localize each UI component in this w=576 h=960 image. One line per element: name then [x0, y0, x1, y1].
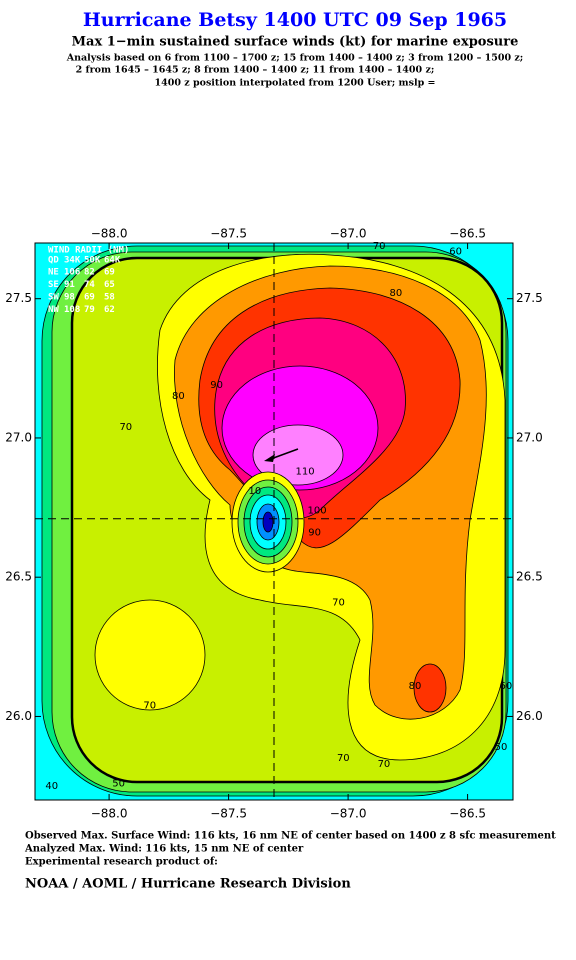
wind-radii-cell: 82 [84, 268, 95, 278]
wind-radii-header: 34K [64, 256, 81, 266]
contour-label: 10 [249, 486, 262, 497]
x-tick-label: −88.0 [91, 807, 128, 821]
fill-115 [252, 424, 344, 486]
marks: 70 60 80 90 80 70 110 100 90 10 70 70 70 70 80 60 50 50 40… [35, 241, 513, 800]
wind-radii-header: QD [48, 256, 59, 266]
fill-90 [413, 663, 447, 713]
contour-label: 90 [308, 528, 321, 539]
x-tick-label: −87.5 [210, 227, 247, 241]
footer: Experimental research product of: [25, 857, 218, 868]
wind-radii-cell: 58 [104, 293, 115, 303]
wind-radii-title: WIND RADII (NM) [48, 246, 129, 256]
wind-radii-cell: 79 [84, 305, 95, 315]
wind-radii-header: 50K [84, 256, 101, 266]
fill-70 [94, 599, 206, 711]
x-tick-label: −86.5 [449, 227, 486, 241]
x-tick-label: −87.5 [210, 807, 247, 821]
contour-label: 70 [337, 753, 350, 764]
x-tick-label: −86.5 [449, 807, 486, 821]
wind-radii-cell: NE [48, 268, 59, 278]
contour-label: 70 [143, 700, 156, 711]
y-tick-label: 26.0 [516, 709, 543, 723]
wind-radii-cell: SE [48, 280, 59, 290]
x-tick-label: −87.0 [330, 807, 367, 821]
contour-label: 70 [373, 241, 386, 252]
chart-title: Hurricane Betsy 1400 UTC 09 Sep 1965 [83, 9, 507, 31]
contour-label: 50 [112, 778, 125, 789]
contour-label: 50 [495, 742, 508, 753]
wind-radii-cell: 108 [64, 305, 80, 315]
wind-radii-cell: NW [48, 305, 59, 315]
motion-arrowhead [264, 454, 275, 462]
wind-radii-cell: 74 [84, 280, 95, 290]
wind-radii-cell: 98 [64, 293, 75, 303]
note: 2 from 1645 – 1645 z; 8 from 1400 – 1400… [76, 65, 435, 76]
chart-subtitle: Max 1−min sustained surface winds (kt) f… [72, 35, 519, 50]
wind-radii-cell: 69 [84, 293, 95, 303]
y-tick-label: 27.0 [5, 430, 32, 444]
footer: Analyzed Max. Wind: 116 kts, 15 nm NE of… [24, 844, 304, 855]
x-tick-label: −87.0 [330, 227, 367, 241]
credit: NOAA / AOML / Hurricane Research Divisio… [25, 877, 351, 892]
wind-radii: WIND RADII (NM) [48, 246, 129, 256]
y-tick-label: 26.5 [516, 570, 543, 584]
wind-radii-header: 64K [104, 256, 121, 266]
contour-label: 60 [499, 681, 512, 692]
contour-label: 90 [210, 380, 223, 391]
x-tick-label: −88.0 [91, 227, 128, 241]
wind-radii-cell: 62 [104, 305, 115, 315]
contour-label: 60 [449, 246, 462, 257]
contour-label: 40 [45, 781, 58, 792]
contour-label: 70 [119, 422, 132, 433]
contour-field [35, 243, 513, 800]
contour-label: 80 [390, 288, 403, 299]
wind-radii-cell: SW [48, 293, 59, 303]
wind-radii-cell: 106 [64, 268, 80, 278]
wind-radii-cell: 65 [104, 280, 115, 290]
footer: Observed Max. Surface Wind: 116 kts, 16 … [25, 831, 556, 842]
y-tick-label: 27.0 [516, 430, 543, 444]
contour-label: 100 [307, 505, 326, 516]
wind-radii-cell: 69 [104, 268, 115, 278]
note: 1400 z position interpolated from 1200 U… [155, 78, 436, 89]
y-tick-label: 26.0 [5, 709, 32, 723]
note: Analysis based on 6 from 1100 – 1700 z; … [66, 53, 524, 64]
contour-label: 70 [332, 597, 345, 608]
y-tick-label: 27.5 [5, 291, 32, 305]
y-tick-label: 27.5 [516, 291, 543, 305]
y-tick-label: 26.5 [5, 570, 32, 584]
eye-core [262, 511, 274, 533]
contour-label: 110 [296, 466, 315, 477]
contour-label: 70 [378, 759, 391, 770]
plot-frame [34, 242, 514, 801]
contour-label: 80 [409, 681, 422, 692]
wind-radii-cell: 91 [64, 280, 75, 290]
contour-label: 80 [172, 391, 185, 402]
